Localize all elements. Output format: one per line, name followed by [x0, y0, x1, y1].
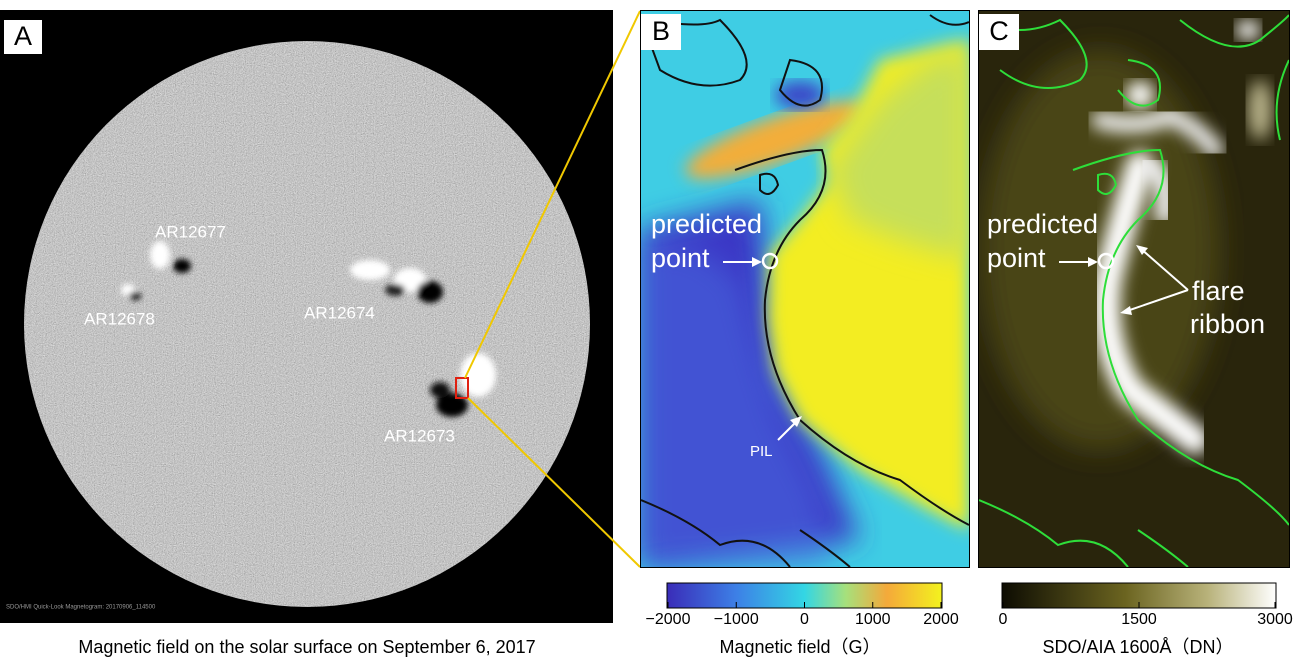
tick-label: 0 — [800, 611, 809, 628]
panel-label: C — [989, 16, 1009, 46]
region-label: AR12678 — [84, 309, 155, 328]
ribbon-label: flare — [1192, 276, 1245, 306]
colorbar-label: SDO/AIA 1600Å（DN） — [1042, 637, 1233, 657]
panel-frame — [978, 10, 1290, 568]
region-label: AR12677 — [155, 222, 226, 241]
magnetogram — [641, 11, 969, 567]
panel-label-box — [979, 14, 1019, 50]
tick-label: 1000 — [855, 611, 891, 628]
panel-label-box — [4, 20, 42, 54]
tick-label: −1000 — [714, 611, 759, 628]
ribbon-label: ribbon — [1190, 309, 1265, 339]
colorbar-label: Magnetic field（G） — [719, 637, 880, 657]
panel-label: A — [14, 21, 32, 51]
zoom-line — [467, 397, 641, 568]
arrow-head — [1088, 257, 1098, 267]
zoom-box — [455, 377, 469, 399]
arrow-head — [752, 257, 762, 267]
panel-label-box — [641, 14, 681, 50]
point-label: predicted — [987, 209, 1098, 239]
tick-label: 1500 — [1121, 611, 1157, 628]
arrow-head — [790, 416, 802, 427]
panel-label: B — [652, 16, 670, 46]
region-label: AR12673 — [384, 426, 455, 445]
arrow — [1123, 247, 1189, 313]
point-label: point — [651, 243, 710, 273]
predicted-point — [1097, 252, 1115, 270]
tick-label: 2000 — [923, 611, 959, 628]
predicted-point — [761, 252, 779, 270]
tick-label: −2000 — [646, 611, 691, 628]
region-label: AR12674 — [304, 303, 375, 322]
point-label: point — [987, 243, 1046, 273]
point-label: predicted — [651, 209, 762, 239]
tick-label: 3000 — [1257, 611, 1293, 628]
pil-label: PIL — [750, 443, 773, 460]
zoom-line — [464, 10, 641, 379]
colorbar: −2000 −1000 0 1000 2000 — [646, 582, 959, 628]
tick-label: 0 — [999, 611, 1008, 628]
aia-image — [979, 11, 1289, 567]
caption: Magnetic field on the solar surface on S… — [78, 637, 535, 657]
sun-disk — [24, 41, 590, 607]
instrument-note: SDO/HMI Quick-Look Magnetogram: 20170906… — [6, 605, 156, 611]
colorbar: 0 1500 3000 — [999, 582, 1293, 628]
panel-frame — [640, 10, 970, 568]
